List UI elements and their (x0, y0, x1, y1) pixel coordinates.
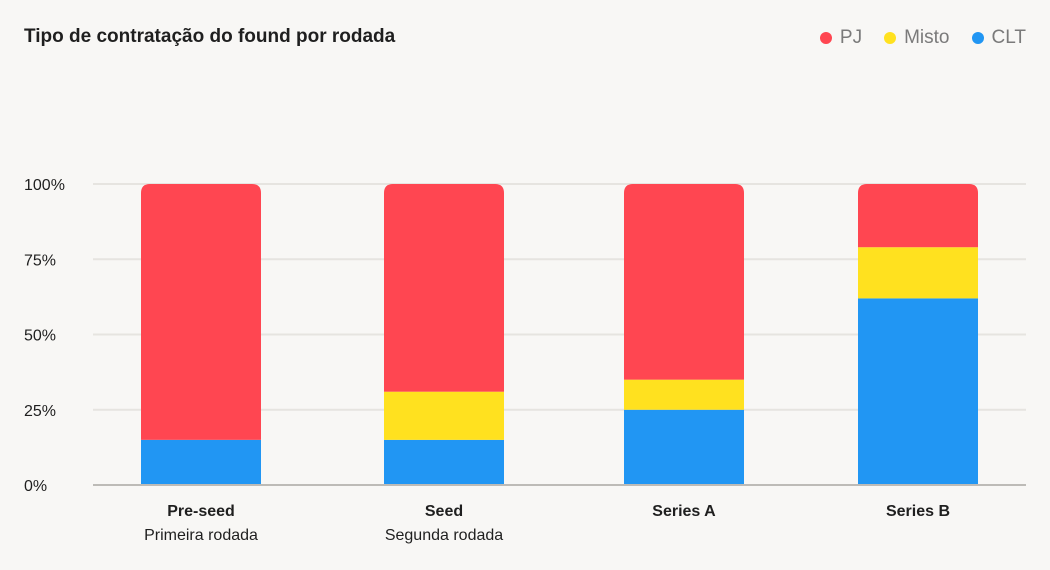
y-tick-label: 0% (24, 478, 47, 495)
bar-stack (858, 184, 978, 485)
legend-swatch-misto (884, 32, 897, 44)
legend-swatch-pj (819, 32, 832, 44)
x-category-sublabel: Segunda rodada (385, 527, 503, 544)
x-category-sublabel: Primeira rodada (144, 527, 258, 544)
legend-item-clt: CLT (971, 27, 1026, 49)
bar-segment-misto (384, 391, 504, 440)
bar-segment-pj (624, 184, 744, 380)
bar-stack (141, 184, 261, 485)
bar-segment-clt (858, 298, 978, 485)
legend-label-clt: CLT (991, 27, 1026, 48)
chart-title: Tipo de contratação do found por rodada (24, 26, 396, 47)
bar-segment-clt (141, 439, 261, 485)
x-category-label: Seed (425, 503, 463, 520)
legend: PJ Misto CLT (819, 27, 1026, 49)
bar-segment-misto (624, 379, 744, 410)
legend-item-misto: Misto (884, 27, 950, 49)
x-category-label: Series A (652, 503, 716, 520)
legend-swatch-clt (971, 32, 984, 44)
bar-segment-pj (141, 184, 261, 440)
x-category-label: Pre-seed (167, 503, 235, 520)
y-tick-label: 100% (24, 177, 65, 194)
bar-segment-misto (858, 247, 978, 299)
bar-segment-clt (624, 409, 744, 485)
y-tick-label: 50% (24, 328, 56, 345)
y-tick-label: 25% (24, 403, 56, 420)
bar-stack (624, 184, 744, 485)
bar-segment-pj (858, 184, 978, 248)
bar-segment-pj (384, 184, 504, 392)
y-tick-label: 75% (24, 252, 56, 269)
bar-segment-clt (384, 439, 504, 485)
legend-label-misto: Misto (904, 27, 950, 48)
legend-item-pj: PJ (819, 27, 863, 49)
bar-stack (384, 184, 504, 485)
legend-label-pj: PJ (839, 27, 863, 48)
x-category-label: Series B (886, 503, 950, 520)
